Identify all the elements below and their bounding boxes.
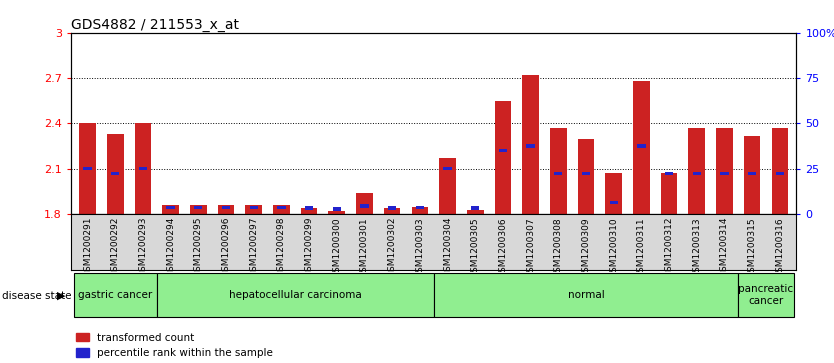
Text: GSM1200299: GSM1200299 — [304, 217, 314, 277]
Bar — [73, 273, 157, 317]
Bar — [163, 205, 179, 214]
Text: GSM1200302: GSM1200302 — [388, 217, 397, 277]
Bar — [134, 123, 151, 214]
Bar — [411, 207, 428, 214]
Bar — [138, 167, 147, 171]
Text: GSM1200295: GSM1200295 — [193, 217, 203, 277]
Bar — [578, 139, 595, 214]
Text: GSM1200310: GSM1200310 — [609, 217, 618, 278]
Text: GSM1200293: GSM1200293 — [138, 217, 148, 277]
Bar — [301, 208, 318, 214]
Text: GSM1200297: GSM1200297 — [249, 217, 259, 277]
Bar — [83, 167, 92, 171]
Bar — [771, 128, 788, 214]
Bar — [333, 207, 341, 211]
Bar — [499, 149, 507, 152]
Bar — [194, 206, 203, 209]
Bar — [637, 144, 646, 148]
Bar — [79, 123, 96, 214]
Text: GSM1200309: GSM1200309 — [581, 217, 590, 278]
Bar — [688, 128, 705, 214]
Bar — [692, 172, 701, 175]
Bar — [633, 81, 650, 214]
Bar — [157, 273, 434, 317]
Bar — [273, 205, 289, 214]
Legend: transformed count, percentile rank within the sample: transformed count, percentile rank withi… — [76, 333, 273, 358]
Bar — [522, 75, 539, 214]
Text: GSM1200306: GSM1200306 — [499, 217, 507, 278]
Text: GDS4882 / 211553_x_at: GDS4882 / 211553_x_at — [71, 18, 239, 32]
Text: GSM1200300: GSM1200300 — [332, 217, 341, 278]
Bar — [190, 205, 207, 214]
Text: GSM1200315: GSM1200315 — [747, 217, 756, 278]
Text: GSM1200313: GSM1200313 — [692, 217, 701, 278]
Text: GSM1200304: GSM1200304 — [443, 217, 452, 277]
Bar — [249, 206, 258, 209]
Bar — [738, 273, 794, 317]
Text: disease state: disease state — [2, 291, 71, 301]
Bar — [471, 207, 480, 210]
Bar — [329, 211, 345, 214]
Text: gastric cancer: gastric cancer — [78, 290, 153, 300]
Text: GSM1200305: GSM1200305 — [470, 217, 480, 278]
Text: GSM1200291: GSM1200291 — [83, 217, 92, 277]
Bar — [744, 135, 761, 214]
Bar — [245, 205, 262, 214]
Bar — [661, 174, 677, 214]
Bar — [384, 208, 400, 214]
Text: GSM1200311: GSM1200311 — [637, 217, 646, 278]
Bar — [721, 172, 729, 175]
Bar — [444, 167, 452, 171]
Bar — [107, 134, 123, 214]
Text: GSM1200296: GSM1200296 — [222, 217, 230, 277]
Text: GSM1200308: GSM1200308 — [554, 217, 563, 278]
Bar — [716, 128, 733, 214]
Text: ▶: ▶ — [57, 291, 65, 301]
Text: GSM1200316: GSM1200316 — [776, 217, 784, 278]
Text: GSM1200303: GSM1200303 — [415, 217, 425, 278]
Text: GSM1200298: GSM1200298 — [277, 217, 286, 277]
Bar — [748, 172, 756, 175]
Bar — [388, 207, 396, 210]
Bar — [495, 101, 511, 214]
Bar — [277, 206, 285, 209]
Bar — [776, 172, 784, 175]
Text: GSM1200294: GSM1200294 — [166, 217, 175, 277]
Bar — [467, 210, 484, 214]
Bar — [665, 172, 673, 175]
Bar — [305, 207, 314, 210]
Bar — [222, 206, 230, 209]
Text: GSM1200301: GSM1200301 — [360, 217, 369, 278]
Bar — [434, 273, 738, 317]
Bar — [415, 206, 424, 209]
Text: pancreatic
cancer: pancreatic cancer — [738, 284, 794, 306]
Bar — [356, 193, 373, 214]
Bar — [550, 128, 566, 214]
Text: normal: normal — [568, 290, 605, 300]
Text: GSM1200312: GSM1200312 — [665, 217, 674, 277]
Text: GSM1200307: GSM1200307 — [526, 217, 535, 278]
Bar — [554, 172, 562, 175]
Text: hepatocellular carcinoma: hepatocellular carcinoma — [229, 290, 362, 300]
Text: GSM1200292: GSM1200292 — [111, 217, 120, 277]
Bar — [360, 204, 369, 208]
Bar — [167, 206, 175, 209]
Bar — [111, 172, 119, 175]
Bar — [582, 172, 590, 175]
Bar — [440, 158, 456, 214]
Bar — [605, 174, 622, 214]
Bar — [218, 205, 234, 214]
Bar — [526, 144, 535, 148]
Text: GSM1200314: GSM1200314 — [720, 217, 729, 277]
Bar — [610, 201, 618, 204]
